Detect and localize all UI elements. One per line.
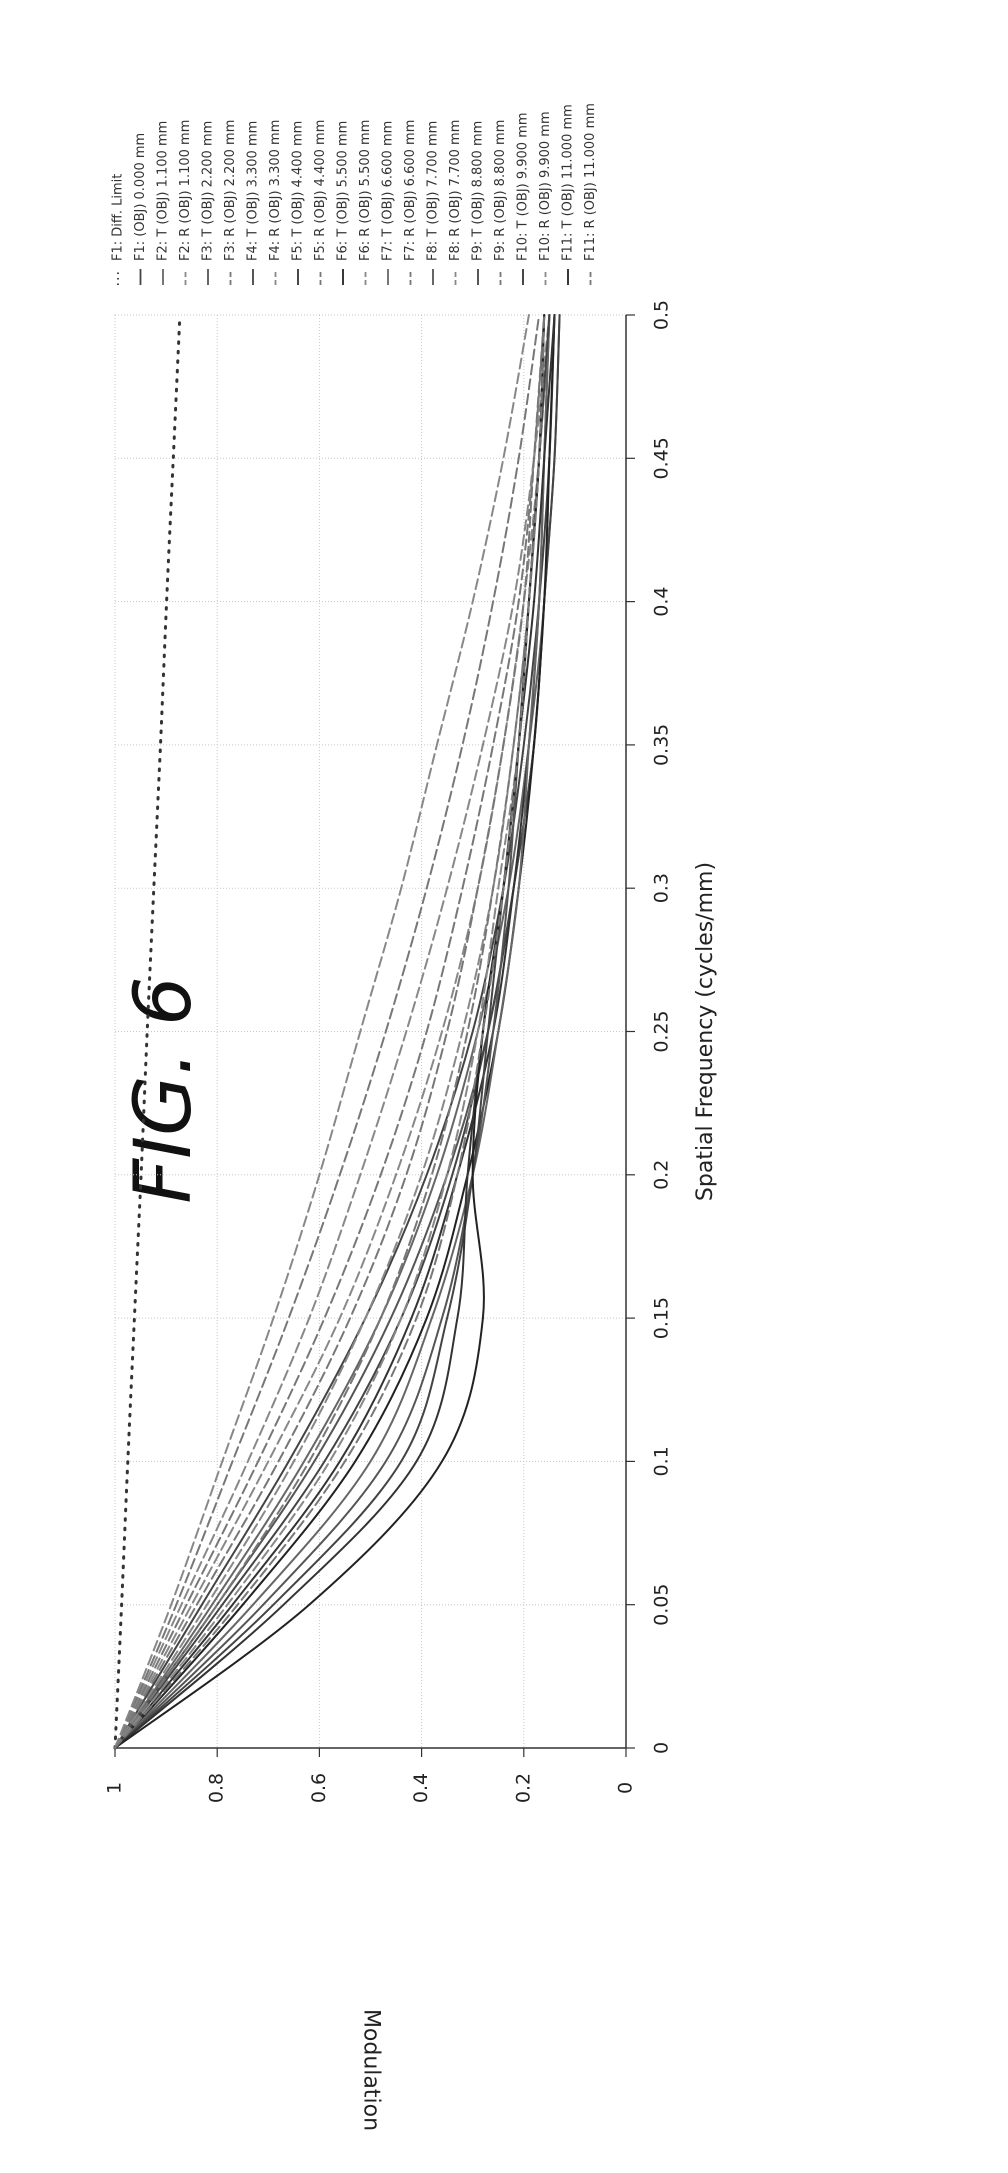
x-tick-label: 0 (651, 1742, 673, 1754)
legend-entry: F11: R (OBJ) 11.000 mm (583, 103, 598, 261)
y-tick-label: 0.8 (206, 1773, 228, 1803)
legend-entry: F2: R (OBJ) 1.100 mm (178, 120, 193, 261)
legend-entry: F9: T (OBJ) 8.800 mm (471, 121, 486, 261)
x-tick-label: 0.1 (651, 1446, 673, 1476)
x-tick-label: 0.4 (651, 586, 673, 616)
series-line (114, 314, 556, 1749)
y-axis-title: Modulation (359, 2009, 384, 2131)
legend-entry: F11: T (OBJ) 11.000 mm (561, 104, 576, 261)
legend-entry: F9: R (OBJ) 8.800 mm (493, 120, 508, 261)
y-tick-label: 0.4 (410, 1773, 432, 1803)
x-tick-label: 0.05 (651, 1584, 673, 1626)
legend-entry: F10: T (OBJ) 9.900 mm (516, 112, 531, 261)
legend-entry: F8: R (OBJ) 7.700 mm (448, 120, 463, 261)
legend-entry: F4: R (OBJ) 3.300 mm (268, 120, 283, 261)
y-tick-label: 0 (615, 1782, 637, 1794)
x-axis-title: Spatial Frequency (cycles/mm) (693, 862, 718, 1201)
legend-entry: F8: T (OBJ) 7.700 mm (426, 121, 441, 261)
legend-entry: F10: R (OBJ) 9.900 mm (538, 111, 553, 261)
legend: F1: Diff. Limit F1: (OBJ) 0.000 mm F2: T (… (111, 103, 598, 285)
series-line (114, 314, 530, 1749)
legend-entry: F7: R (OBJ) 6.600 mm (403, 120, 418, 261)
legend-entry: F6: T (OBJ) 5.500 mm (336, 121, 351, 261)
y-tick-label: 0.2 (512, 1773, 534, 1803)
legend-entry: F2: T (OBJ) 1.100 mm (156, 121, 171, 261)
series-line (114, 314, 546, 1749)
series-line (114, 314, 546, 1749)
series-line (114, 314, 546, 1749)
figure-label: FIG. 6 (119, 976, 209, 1204)
y-tick-label: 1 (104, 1782, 126, 1794)
x-tick-label: 0.3 (651, 873, 673, 903)
legend-entry: F5: R (OBJ) 4.400 mm (313, 120, 328, 261)
legend-entry: F1: Diff. Limit (111, 174, 126, 261)
legend-entry: F6: R (OBJ) 5.500 mm (358, 120, 373, 261)
legend-entry: F5: T (OBJ) 4.400 mm (291, 121, 306, 261)
x-tick-label: 0.2 (651, 1160, 673, 1190)
x-tick-label: 0.45 (651, 437, 673, 479)
x-tick-label: 0.25 (651, 1010, 673, 1052)
legend-entry: F3: R (OBJ) 2.200 mm (223, 120, 238, 261)
y-tick-label: 0.6 (308, 1773, 330, 1803)
legend-entry: F4: T (OBJ) 3.300 mm (246, 121, 261, 261)
x-tick-label: 0.15 (651, 1297, 673, 1339)
plot-area: 0 0.05 0.1 0.15 0.2 0.25 0.3 0.35 0.4 0.45 0.5 0 0.2… (104, 300, 719, 2131)
series-line (114, 314, 551, 1749)
legend-entry: F3: T (OBJ) 2.200 mm (201, 121, 216, 261)
series-line (114, 314, 551, 1749)
x-tick-label: 0.35 (651, 724, 673, 766)
series-line (114, 314, 551, 1749)
x-tick-label: 0.5 (651, 300, 673, 330)
series-line (114, 314, 541, 1749)
legend-entry: F1: (OBJ) 0.000 mm (133, 133, 148, 261)
legend-entry: F7: T (OBJ) 6.600 mm (381, 121, 396, 261)
